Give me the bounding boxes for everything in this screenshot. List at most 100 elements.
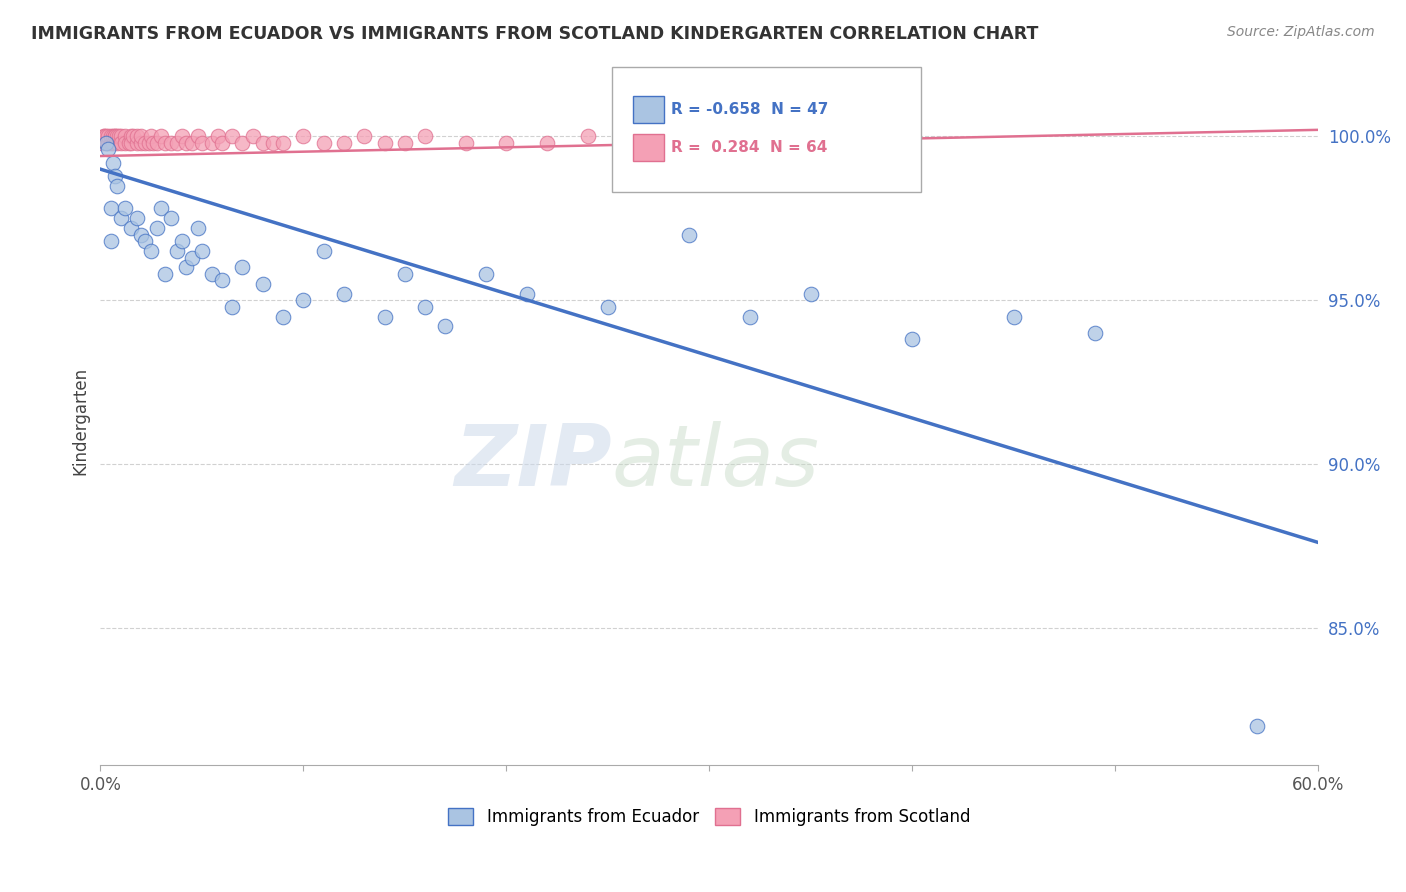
Point — [180, 136, 202, 150]
Point — [114, 129, 136, 144]
Point — [434, 319, 457, 334]
Legend: Immigrants from Ecuador, Immigrants from Scotland: Immigrants from Ecuador, Immigrants from… — [441, 801, 977, 832]
Point — [134, 234, 156, 248]
Point — [617, 136, 640, 150]
Point — [271, 136, 294, 150]
Point — [475, 267, 498, 281]
Point — [129, 227, 152, 242]
Point — [100, 129, 122, 144]
Point — [1084, 326, 1107, 340]
Text: atlas: atlas — [612, 421, 820, 504]
Point — [596, 300, 619, 314]
Point — [312, 136, 335, 150]
Point — [138, 136, 160, 150]
Point — [536, 136, 558, 150]
Point — [105, 136, 128, 150]
Point — [100, 136, 122, 150]
Point — [394, 136, 416, 150]
Point — [211, 273, 233, 287]
Point — [160, 211, 183, 226]
Point — [142, 136, 165, 150]
Point — [454, 136, 477, 150]
Point — [129, 136, 152, 150]
Point — [170, 234, 193, 248]
Point — [96, 136, 118, 150]
Point — [96, 136, 118, 150]
Point — [166, 136, 188, 150]
Point — [373, 136, 395, 150]
Point — [242, 129, 264, 144]
Point — [678, 227, 700, 242]
Point — [191, 136, 214, 150]
Point — [166, 244, 188, 258]
Point — [800, 286, 823, 301]
Point — [97, 129, 120, 144]
Point — [93, 129, 115, 144]
Text: ZIP: ZIP — [454, 421, 612, 504]
Point — [221, 129, 243, 144]
Point — [394, 267, 416, 281]
Point — [231, 260, 253, 275]
Point — [1246, 719, 1268, 733]
Point — [231, 136, 253, 150]
Point — [221, 300, 243, 314]
Text: R = -0.658  N = 47: R = -0.658 N = 47 — [671, 103, 828, 117]
Point — [146, 221, 169, 235]
Point — [201, 267, 224, 281]
Point — [155, 267, 177, 281]
Point — [160, 136, 183, 150]
Point — [93, 129, 115, 144]
Point — [150, 129, 173, 144]
Point — [125, 129, 148, 144]
Point — [174, 136, 197, 150]
Point — [211, 136, 233, 150]
Y-axis label: Kindergarten: Kindergarten — [72, 368, 89, 475]
Point — [413, 129, 436, 144]
Point — [901, 333, 924, 347]
Point — [100, 202, 122, 216]
Point — [103, 169, 125, 183]
Point — [516, 286, 538, 301]
Point — [139, 244, 162, 258]
Point — [100, 234, 122, 248]
Point — [658, 129, 681, 144]
Point — [121, 129, 143, 144]
Point — [118, 136, 141, 150]
Point — [103, 129, 125, 144]
Point — [110, 129, 132, 144]
Text: IMMIGRANTS FROM ECUADOR VS IMMIGRANTS FROM SCOTLAND KINDERGARTEN CORRELATION CHA: IMMIGRANTS FROM ECUADOR VS IMMIGRANTS FR… — [31, 25, 1038, 43]
Point — [252, 277, 274, 291]
Point — [576, 129, 599, 144]
Point — [105, 129, 128, 144]
Point — [101, 136, 124, 150]
Point — [292, 129, 315, 144]
Point — [201, 136, 224, 150]
Point — [129, 129, 152, 144]
Point — [146, 136, 169, 150]
Point — [114, 136, 136, 150]
Point — [101, 129, 124, 144]
Point — [96, 129, 118, 144]
Point — [252, 136, 274, 150]
Point — [174, 260, 197, 275]
Point — [107, 129, 129, 144]
Point — [187, 221, 209, 235]
Point — [413, 300, 436, 314]
Point — [97, 143, 120, 157]
Point — [495, 136, 517, 150]
Point — [101, 155, 124, 169]
Point — [120, 129, 142, 144]
Point — [125, 211, 148, 226]
Point — [155, 136, 177, 150]
Point — [110, 211, 132, 226]
Point — [120, 136, 142, 150]
Point — [97, 136, 120, 150]
Point — [170, 129, 193, 144]
Point — [150, 202, 173, 216]
Point — [312, 244, 335, 258]
Point — [110, 136, 132, 150]
Point — [105, 178, 128, 193]
Text: Source: ZipAtlas.com: Source: ZipAtlas.com — [1227, 25, 1375, 39]
Point — [207, 129, 229, 144]
Point — [125, 136, 148, 150]
